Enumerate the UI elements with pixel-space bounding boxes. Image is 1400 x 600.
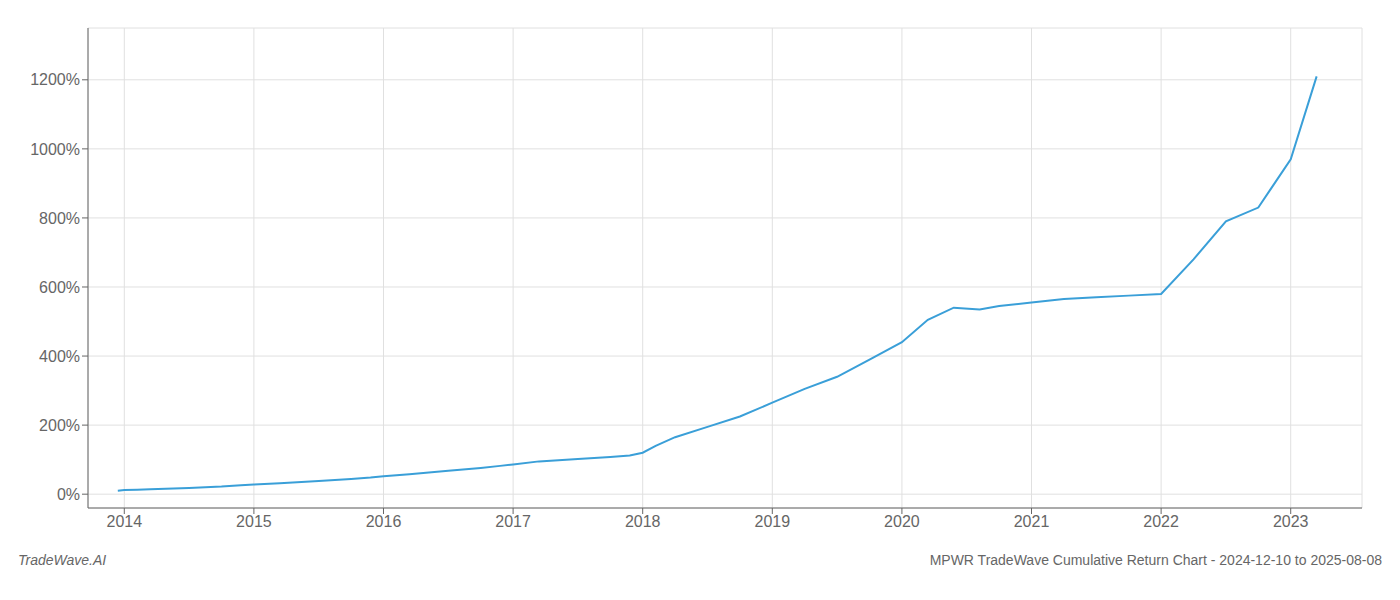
svg-text:1000%: 1000% xyxy=(30,141,80,158)
svg-text:800%: 800% xyxy=(39,210,80,227)
svg-text:0%: 0% xyxy=(57,486,80,503)
svg-text:200%: 200% xyxy=(39,417,80,434)
svg-text:2015: 2015 xyxy=(236,513,272,530)
svg-text:2019: 2019 xyxy=(755,513,791,530)
svg-text:600%: 600% xyxy=(39,279,80,296)
svg-text:1200%: 1200% xyxy=(30,71,80,88)
svg-text:400%: 400% xyxy=(39,348,80,365)
svg-text:2017: 2017 xyxy=(495,513,531,530)
svg-text:2018: 2018 xyxy=(625,513,661,530)
html-text:TradeWave.AI: TradeWave.AI xyxy=(18,552,107,568)
svg-text:2016: 2016 xyxy=(366,513,402,530)
svg-text:2023: 2023 xyxy=(1273,513,1309,530)
svg-text:2021: 2021 xyxy=(1014,513,1050,530)
svg-text:2020: 2020 xyxy=(884,513,920,530)
svg-text:2014: 2014 xyxy=(106,513,142,530)
html-text:MPWR TradeWave Cumulative Retu: MPWR TradeWave Cumulative Return Chart -… xyxy=(929,552,1382,568)
svg-text:2022: 2022 xyxy=(1143,513,1179,530)
